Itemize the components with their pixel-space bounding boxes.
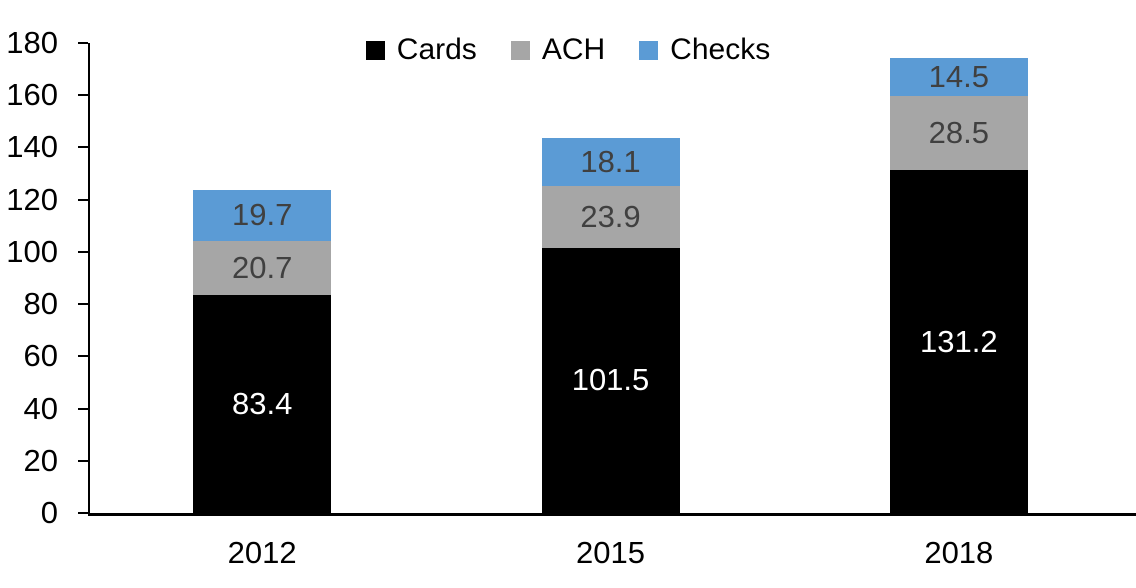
y-axis-tick-label: 180 (6, 25, 58, 60)
y-axis-tick (78, 407, 88, 410)
bar-value-label-checks-2012: 19.7 (231, 197, 293, 233)
y-axis-tick-label: 0 (40, 495, 58, 530)
bar-value-label-checks-2018: 14.5 (928, 59, 989, 95)
y-axis-tick-label: 80 (23, 286, 58, 322)
legend-label-checks: Checks (670, 33, 771, 66)
bar-value-label-ach-2015: 23.9 (580, 198, 641, 234)
y-axis-tick (78, 94, 88, 97)
bar-value-label-cards-2015: 101.5 (571, 362, 650, 398)
y-axis-tick-label: 40 (23, 390, 58, 426)
bar-segment-checks-2012: 19.7 (193, 189, 332, 242)
y-axis-tick-label: 120 (6, 181, 58, 217)
bar-segment-cards-2015: 101.5 (541, 247, 680, 513)
bar-segment-ach-2015: 23.9 (541, 185, 680, 248)
legend-swatch-ach (510, 40, 530, 60)
bar-value-label-checks-2015: 18.1 (580, 143, 641, 179)
bar-segment-cards-2012: 83.4 (193, 295, 332, 513)
y-axis-tick (78, 42, 88, 44)
bar-segment-cards-2018: 131.2 (889, 170, 1028, 513)
y-axis-tick (78, 459, 88, 462)
legend-swatch-checks (639, 40, 659, 60)
y-axis-tick (78, 146, 88, 149)
y-axis-tick-label: 140 (6, 129, 58, 165)
bar-segment-ach-2012: 20.7 (193, 241, 332, 296)
legend-label-ach: ACH (541, 33, 606, 66)
x-axis-label-2018: 2018 (924, 535, 994, 570)
y-axis-tick (78, 198, 88, 201)
legend-swatch-cards (365, 40, 385, 60)
y-axis-tick-label: 60 (23, 338, 58, 374)
x-axis-label-2015: 2015 (576, 535, 645, 570)
y-axis-tick (78, 355, 88, 358)
legend-item-checks: Checks (639, 34, 770, 66)
bar-value-label-ach-2012: 20.7 (231, 250, 293, 286)
y-axis (88, 43, 90, 513)
y-axis-tick (78, 250, 88, 253)
bar-value-label-ach-2018: 28.5 (928, 115, 989, 151)
x-axis (88, 513, 1136, 516)
y-axis-tick (78, 303, 88, 306)
bar-value-label-cards-2018: 131.2 (920, 323, 998, 359)
bar-segment-ach-2018: 28.5 (889, 96, 1028, 171)
y-axis-tick-label: 160 (6, 77, 58, 113)
y-axis-tick-label: 20 (23, 442, 58, 478)
y-axis-tick-label: 100 (6, 233, 58, 269)
bar-segment-checks-2018: 14.5 (889, 58, 1028, 96)
x-axis-label-2012: 2012 (227, 535, 297, 570)
legend-item-ach: ACH (510, 33, 606, 66)
chart-legend: Cards ACH Checks (0, 32, 1136, 68)
y-axis-tick (78, 512, 88, 514)
legend-label-cards: Cards (396, 33, 477, 66)
bar-value-label-cards-2012: 83.4 (231, 386, 293, 422)
legend-item-cards: Cards (365, 33, 477, 66)
bar-segment-checks-2015: 18.1 (541, 138, 680, 186)
